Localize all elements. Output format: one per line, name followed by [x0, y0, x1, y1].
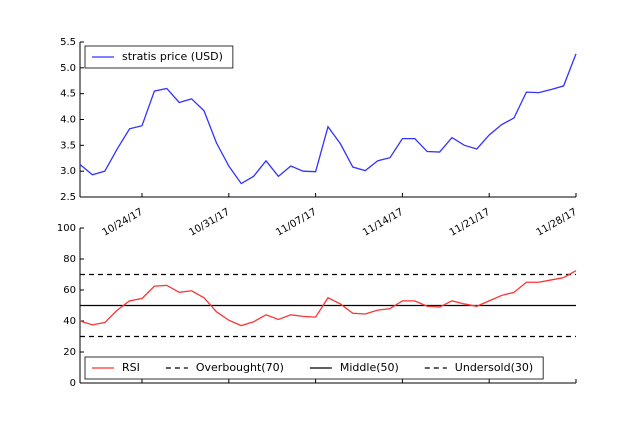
y-tick-label: 5.5: [60, 37, 76, 48]
x-tick-label: 11/28/17: [535, 207, 579, 239]
x-tick-label: 11/21/17: [448, 207, 492, 239]
y-tick-label: 5.0: [60, 63, 76, 74]
y-tick-label: 20: [63, 347, 76, 358]
y-tick-label: 3.0: [60, 166, 76, 177]
y-tick-label: 4.5: [60, 89, 76, 100]
legend-label: Undersold(30): [455, 361, 533, 374]
y-tick-label: 0: [70, 378, 76, 389]
y-tick-label: 80: [63, 254, 76, 265]
legend-label: RSI: [122, 361, 140, 374]
y-tick-label: 60: [63, 285, 76, 296]
x-tick-label: 10/31/17: [187, 207, 231, 239]
data-line: [79, 270, 577, 327]
y-tick-label: 4.0: [60, 115, 76, 126]
y-tick-label: 2.5: [60, 192, 76, 203]
data-line: [79, 53, 577, 185]
x-tick-label: 11/07/17: [274, 207, 318, 239]
legend-box: [84, 45, 234, 69]
legend-label: Overbought(70): [196, 361, 284, 374]
y-tick-label: 3.5: [60, 140, 76, 151]
legend-label: Middle(50): [340, 361, 399, 374]
y-tick-label: 100: [57, 223, 76, 234]
legend-label: stratis price (USD): [122, 50, 223, 63]
y-tick-label: 40: [63, 316, 76, 327]
x-tick-label: 11/14/17: [361, 207, 405, 239]
x-tick-label: 10/24/17: [101, 207, 145, 239]
